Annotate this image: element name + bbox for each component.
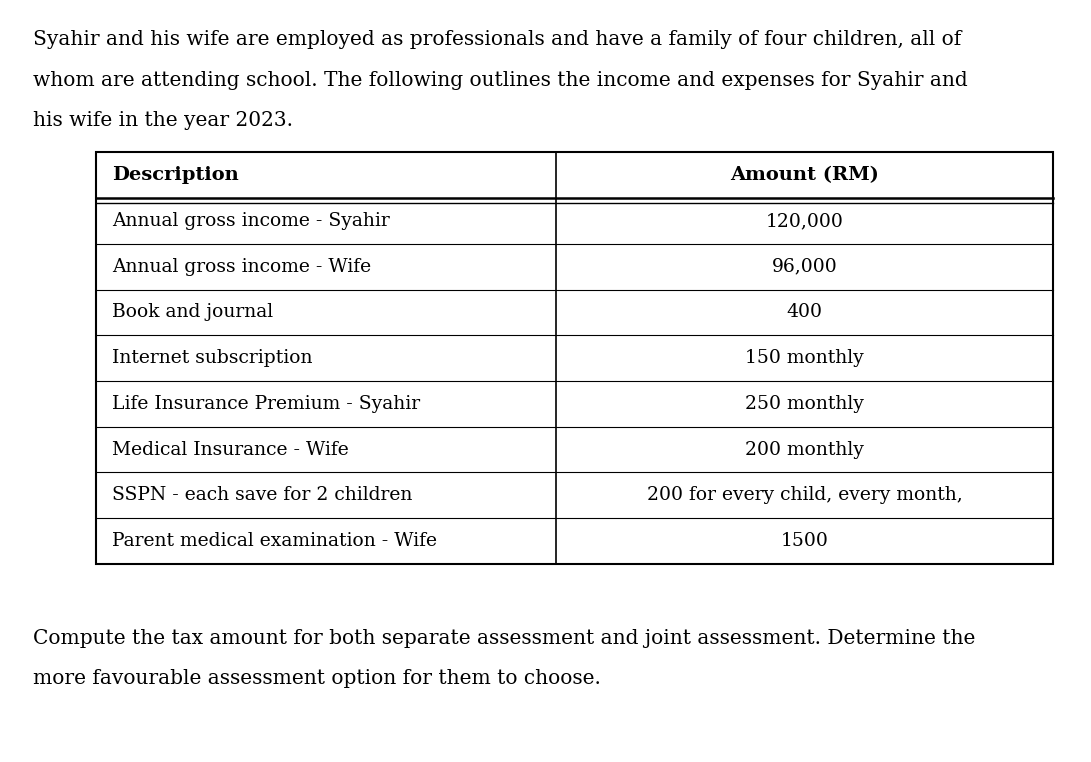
Text: Medical Insurance - Wife: Medical Insurance - Wife (112, 440, 349, 459)
Text: Description: Description (112, 166, 239, 184)
Text: Amount (RM): Amount (RM) (730, 166, 879, 184)
Text: 1500: 1500 (781, 532, 828, 550)
Text: Annual gross income - Syahir: Annual gross income - Syahir (112, 212, 391, 230)
Text: Parent medical examination - Wife: Parent medical examination - Wife (112, 532, 437, 550)
Text: 400: 400 (787, 303, 823, 322)
Text: Compute the tax amount for both separate assessment and joint assessment. Determ: Compute the tax amount for both separate… (33, 629, 975, 648)
Bar (96, 152, 1053, 564)
Text: Syahir and his wife are employed as professionals and have a family of four chil: Syahir and his wife are employed as prof… (33, 30, 961, 50)
Text: whom are attending school. The following outlines the income and expenses for Sy: whom are attending school. The following… (33, 71, 968, 90)
Text: Annual gross income - Wife: Annual gross income - Wife (112, 258, 372, 276)
Text: 200 for every child, every month,: 200 for every child, every month, (647, 486, 962, 504)
Text: Book and journal: Book and journal (112, 303, 274, 322)
Text: more favourable assessment option for them to choose.: more favourable assessment option for th… (33, 669, 601, 688)
Text: 200 monthly: 200 monthly (745, 440, 864, 459)
Text: 150 monthly: 150 monthly (745, 349, 864, 367)
Text: Life Insurance Premium - Syahir: Life Insurance Premium - Syahir (112, 395, 420, 413)
Text: 96,000: 96,000 (771, 258, 838, 276)
Text: SSPN - each save for 2 children: SSPN - each save for 2 children (112, 486, 412, 504)
Text: 120,000: 120,000 (766, 212, 843, 230)
Text: 250 monthly: 250 monthly (745, 395, 864, 413)
Text: his wife in the year 2023.: his wife in the year 2023. (33, 111, 292, 130)
Text: Internet subscription: Internet subscription (112, 349, 313, 367)
